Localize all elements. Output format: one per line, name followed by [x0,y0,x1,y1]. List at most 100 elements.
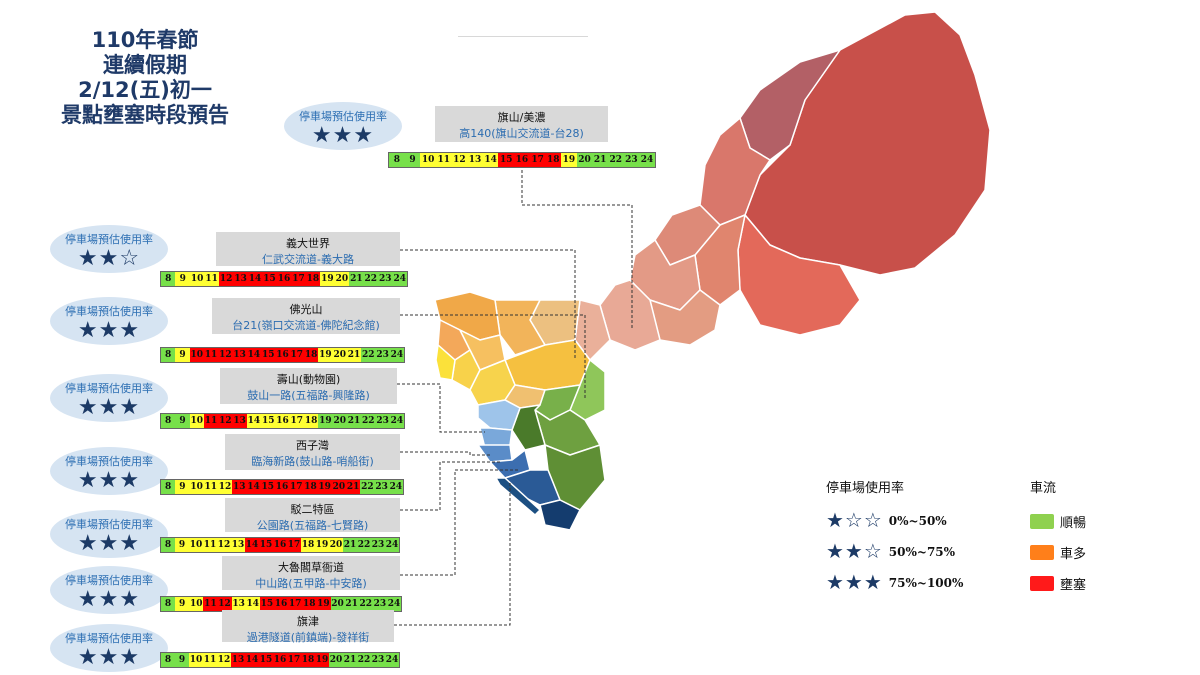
hour-cell: 19 [561,153,577,167]
hour-cell: 21 [349,272,364,286]
leader-shoushan [397,383,485,433]
hour-cell: 12 [217,597,232,611]
hour-cell: 11 [203,597,218,611]
parking-label: 停車場預估使用率 [65,455,153,468]
hour-cell: 12 [218,348,233,362]
hour-cell: 22 [361,414,376,428]
hour-cell: 12 [218,414,233,428]
hour-cell: 18 [301,538,315,552]
hour-cell: 11 [203,480,218,494]
hour-cell: 17 [287,653,301,667]
legend-swatch-busy [1030,545,1054,560]
hour-cell: 21 [343,538,357,552]
hour-cell: 9 [175,538,189,552]
hour-cell: 21 [346,348,362,362]
hour-cell: 22 [357,653,371,667]
leader-pier2 [400,461,500,511]
hour-cell: 17 [529,153,546,167]
hour-cell: 16 [273,653,287,667]
hour-cell: 13 [232,480,247,494]
hour-cell: 14 [247,272,263,286]
hour-cell: 15 [261,348,276,362]
hour-cell: 21 [344,597,359,611]
site-card-foguangshan: 佛光山 台21(嶺口交流道-佛陀紀念館) [212,298,400,334]
title-line-1: 110年春節 [91,28,199,52]
hour-cell: 10 [189,597,204,611]
hour-cell: 18 [545,153,562,167]
hour-cell: 11 [204,272,219,286]
site-card-qishan: 旗山/美濃 高140(旗山交流道-台28) [435,106,608,142]
hour-cell: 23 [371,538,385,552]
hour-cell: 15 [261,414,276,428]
hour-cell: 16 [275,414,290,428]
hour-cell: 8 [161,538,175,552]
hour-cell: 11 [203,538,217,552]
hour-cell: 10 [189,272,205,286]
site-card-pier2: 駁二特區 公園路(五福路-七賢路) [225,498,400,532]
hour-cell: 21 [592,153,608,167]
page-title: 110年春節 連續假期 2/12(五)初一 景點壅塞時段預告 [30,28,260,128]
parking-badge-taroko: 停車場預估使用率 ★★★ [50,566,168,614]
hour-cell: 18 [305,272,321,286]
site-route: 過港隧道(前鎮端)-發祥街 [246,631,370,644]
parking-label: 停車場預估使用率 [65,574,153,587]
hour-cell: 8 [161,348,176,362]
site-name: 大魯閣草衙道 [278,561,344,574]
hour-cell: 24 [387,597,402,611]
hour-cell: 12 [217,480,233,494]
hour-cell: 19 [315,538,329,552]
map-region-qishan [599,279,661,351]
hour-cell: 24 [389,348,405,362]
leader-foguangshan [400,314,586,400]
parking-stars: ★★★ [77,468,141,493]
legend-traffic-title: 車流 [1030,481,1057,496]
legend-flow-label: 壅塞 [1060,578,1087,593]
hour-cell: 13 [231,538,245,552]
hour-cell: 23 [374,480,389,494]
hour-cell: 8 [161,414,176,428]
site-name: 義大世界 [286,237,330,250]
hour-cell: 22 [363,272,379,286]
site-card-taroko: 大魯閣草衙道 中山路(五甲路-中安路) [222,556,400,590]
hour-cell: 21 [346,414,362,428]
legend-flow-row: 車多 [1030,543,1086,562]
hour-cell: 14 [245,597,260,611]
hour-bar-pier2: 8 9 10 11 12 13 14 15 16 17 18 19 20 21 22 23 24 [160,537,400,553]
hour-bar-xiziwan: 8 9 10 11 12 13 14 15 16 17 18 19 20 21 22 23 24 [160,479,404,495]
hour-cell: 8 [161,272,176,286]
hour-cell: 13 [233,272,248,286]
leader-qishan [521,170,633,330]
parking-badge-qishan: 停車場預估使用率 ★★★ [284,102,402,150]
hour-cell: 8 [161,480,176,494]
hour-bar-qishan: 8 9 10 11 12 13 14 15 16 17 18 19 20 21 22 23 24 [388,152,656,168]
hour-cell: 20 [576,153,593,167]
hour-cell: 9 [175,653,189,667]
map-region-taoyuan [744,11,991,276]
hour-cell: 13 [232,414,247,428]
legend-rate-stars: ★★☆ [826,539,883,563]
site-name: 旗山/美濃 [497,111,546,124]
hour-cell: 14 [245,653,259,667]
hour-cell: 14 [246,480,261,494]
hour-cell: 15 [259,538,273,552]
hour-cell: 24 [385,653,399,667]
hour-cell: 23 [375,414,390,428]
hour-cell: 23 [623,153,640,167]
legend-rate-row: ★☆☆ 0%~50% [826,508,947,532]
hour-cell: 9 [175,480,190,494]
hour-cell: 15 [259,597,274,611]
hour-cell: 11 [435,153,452,167]
hour-cell: 21 [343,653,357,667]
hour-cell: 19 [320,272,335,286]
leader-xiziwan [400,451,490,456]
site-name: 西子灣 [296,439,329,452]
legend-rate-range: 50%~75% [888,545,956,559]
hour-cell: 17 [288,597,303,611]
leader-cijin [394,482,511,626]
legend-flow-label: 車多 [1060,547,1087,562]
hour-cell: 20 [329,653,343,667]
parking-stars: ★★★ [77,395,141,420]
site-route: 臨海新路(鼓山路-哨船街) [251,455,374,468]
hour-bar-yida: 8 9 10 11 12 13 14 15 16 17 18 19 20 21 22 23 24 [160,271,408,287]
legend-rate-range: 0%~50% [888,514,947,528]
